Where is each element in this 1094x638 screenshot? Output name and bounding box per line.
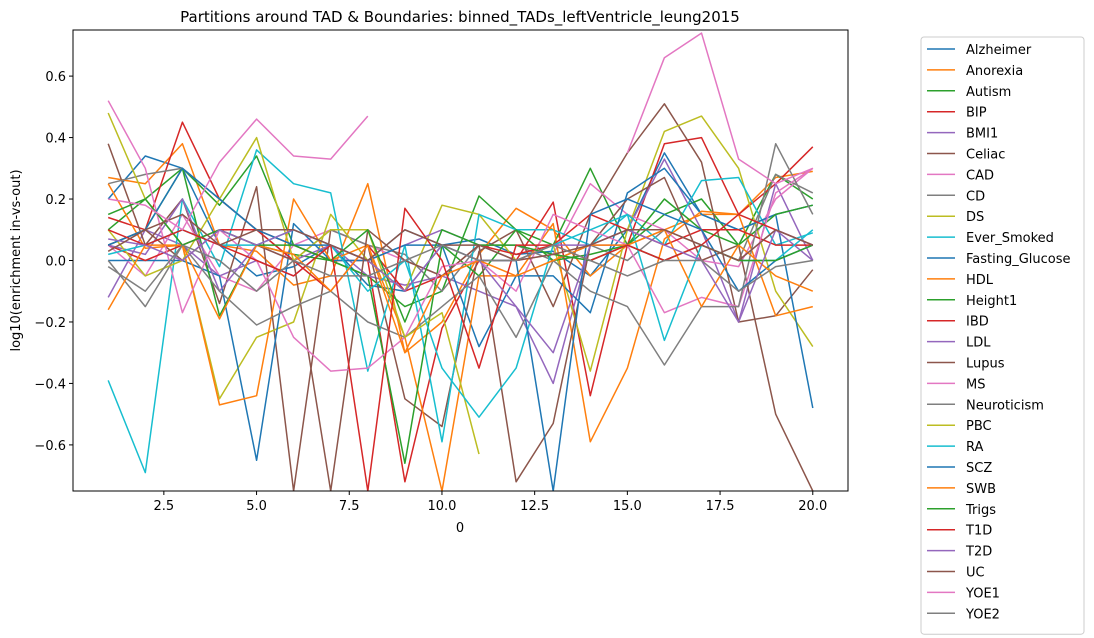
x-axis: 2.5 5.0 7.5 10.0 12.5 15.0 17.5 20.0 [154, 491, 827, 514]
x-tick-label: 15.0 [613, 499, 642, 514]
legend-entry: YOE1 [965, 586, 1000, 601]
legend-entry: DS [966, 210, 984, 225]
legend-entry: T1D [965, 524, 992, 539]
chart-title: Partitions around TAD & Boundaries: binn… [180, 8, 740, 27]
legend-entry: LDL [966, 336, 991, 351]
x-tick-label: 10.0 [427, 499, 456, 514]
legend-entry: Fasting_Glucose [966, 252, 1071, 267]
x-tick-label: 17.5 [706, 499, 735, 514]
legend-entry: Celiac [966, 148, 1005, 163]
series-line-uc [107, 213, 814, 262]
legend-entry: Height1 [966, 294, 1017, 309]
x-tick-label: 12.5 [520, 499, 549, 514]
y-tick-label: −0.6 [34, 439, 66, 454]
x-tick-label: 20.0 [798, 499, 827, 514]
series-line-autism [107, 155, 814, 308]
legend-entry: Lupus [966, 357, 1005, 372]
series-line-ds [107, 112, 814, 400]
x-axis-title: 0 [456, 521, 464, 536]
y-tick-label: 0.0 [45, 255, 66, 270]
legend-entry: HDL [966, 273, 994, 288]
series-layer [107, 32, 814, 491]
legend-entry: SWB [966, 482, 996, 497]
series-line-bmi1 [107, 158, 814, 385]
legend-entry: MS [966, 377, 985, 392]
x-tick-label: 5.0 [246, 499, 267, 514]
legend-entry: Trigs [965, 503, 996, 518]
y-tick-label: 0.4 [45, 132, 66, 147]
y-tick-label: 0.2 [45, 193, 66, 208]
legend-entry: BIP [966, 106, 987, 121]
legend-entry: Alzheimer [966, 43, 1032, 58]
legend-entry: YOE2 [965, 607, 1000, 622]
x-tick-label: 7.5 [339, 499, 360, 514]
legend-entry: PBC [966, 419, 992, 434]
legend-entry: Neuroticism [966, 398, 1044, 413]
legend-entry: CD [966, 189, 985, 204]
series-line-yoe1 [108, 32, 814, 231]
series-line-t1d [107, 207, 814, 491]
x-tick-label: 2.5 [154, 499, 175, 514]
legend-entry: RA [966, 440, 984, 455]
legend-entry: CAD [966, 168, 994, 183]
y-tick-label: −0.4 [34, 377, 66, 392]
series-line-yoe2 [107, 244, 813, 292]
legend-entry: Ever_Smoked [966, 231, 1054, 246]
y-axis: −0.6 −0.4 −0.2 0.0 0.2 0.4 0.6 [34, 70, 73, 454]
y-tick-label: −0.2 [34, 316, 66, 331]
legend-entry: UC [966, 566, 985, 581]
legend-entry: BMI1 [966, 127, 998, 142]
legend: Alzheimer Anorexia Autism BIP BMI1 Celiac CAD C… [920, 36, 1085, 635]
legend-entry: SCZ [966, 461, 992, 476]
legend-entry: Anorexia [966, 64, 1023, 79]
legend-entry: IBD [966, 315, 989, 330]
y-tick-label: 0.6 [45, 70, 66, 85]
legend-entry: T2D [965, 545, 992, 560]
series-line-swb [107, 229, 814, 354]
series-line-neuroticism [107, 142, 814, 366]
legend-frame [920, 36, 1085, 635]
series-line-ms [107, 100, 814, 372]
legend-entry: Autism [966, 85, 1011, 100]
y-axis-title: log10(enrichment in-vs-out) [9, 169, 24, 351]
